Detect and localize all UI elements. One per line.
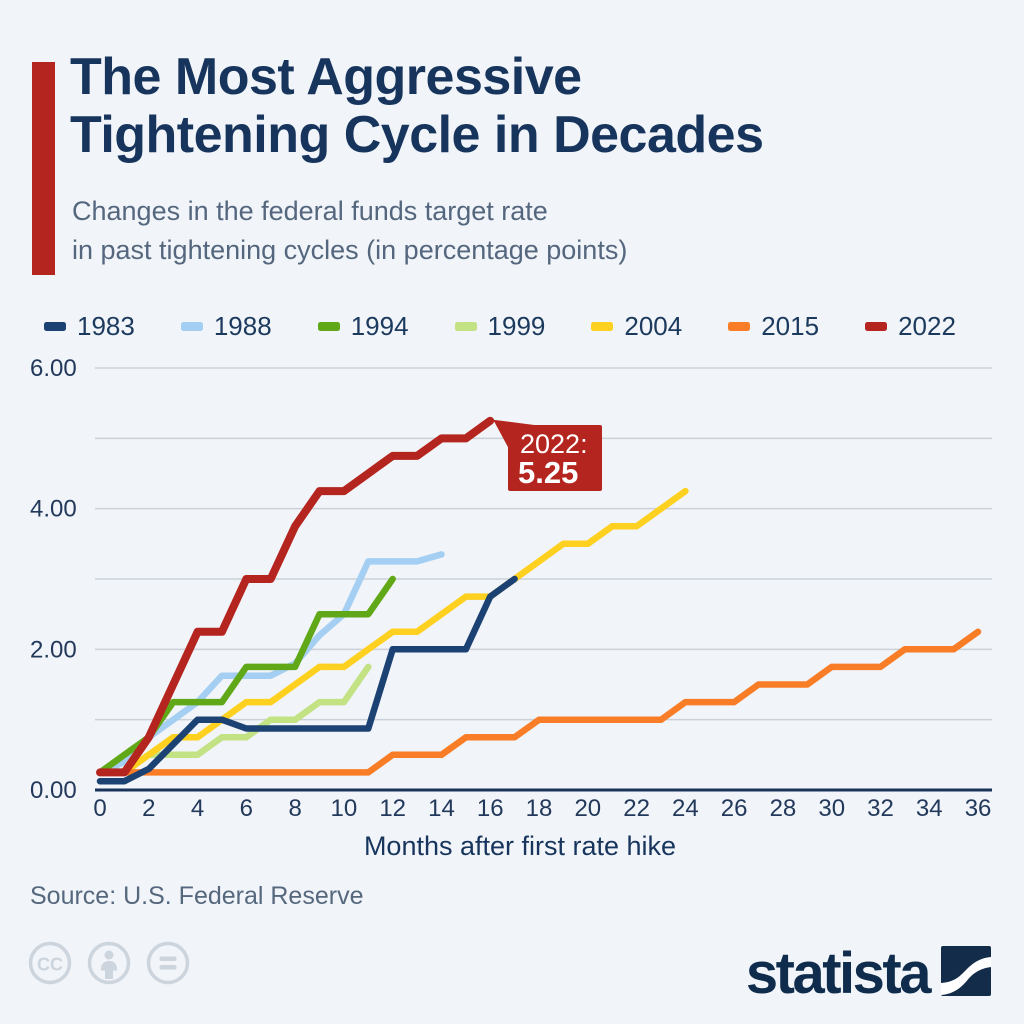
x-tick-label: 30 (818, 795, 845, 822)
cc-icon: CC (28, 941, 72, 985)
legend-item-1988: 1988 (180, 311, 272, 342)
legend-label: 2022 (898, 311, 956, 341)
legend-swatch-2004 (591, 322, 614, 331)
x-tick-label: 12 (379, 795, 406, 822)
x-tick-label: 2 (142, 795, 155, 822)
legend-label: 1988 (213, 311, 272, 341)
x-tick-label: 10 (331, 795, 358, 822)
attribution-person-icon (87, 941, 131, 985)
series-line-2015 (96, 628, 982, 776)
annotation-box (508, 425, 602, 491)
x-tick-label: 36 (965, 795, 992, 822)
x-tick-label: 32 (867, 795, 894, 822)
statista-logo-icon (941, 946, 991, 996)
page-subtitle: Changes in the federal funds target rate… (72, 196, 628, 265)
legend-item-1994: 1994 (317, 311, 409, 342)
annotation-label: 2022: (520, 429, 588, 459)
statista-branding: statista (745, 941, 991, 1006)
x-tick-label: 18 (526, 795, 553, 822)
x-tick-label: 26 (721, 795, 748, 822)
x-tick-label: 16 (477, 795, 504, 822)
x-tick-label: 22 (623, 795, 650, 822)
y-tick-label: 0.00 (30, 777, 77, 804)
series-line-2022 (96, 416, 495, 777)
x-tick-label: 4 (191, 795, 204, 822)
x-axis-title: Months after first rate hike (364, 831, 676, 861)
x-tick-label: 24 (672, 795, 699, 822)
series-line-1983 (96, 575, 518, 785)
x-tick-label: 28 (770, 795, 797, 822)
x-tick-label: 6 (240, 795, 253, 822)
legend-item-2022: 2022 (865, 311, 956, 342)
legend-swatch-2015 (728, 322, 751, 331)
legend-label: 1983 (77, 311, 135, 341)
statista-wordmark: statista (745, 941, 932, 1006)
equals-icon (146, 941, 190, 985)
y-tick-label: 2.00 (30, 636, 77, 663)
x-tick-label: 34 (916, 795, 943, 822)
legend-label: 1999 (487, 311, 546, 341)
legend-swatch-1999 (454, 322, 477, 331)
x-tick-label: 20 (574, 795, 601, 822)
legend-label: 1994 (350, 311, 409, 341)
legend-item-2004: 2004 (591, 311, 682, 342)
x-tick-label: 14 (428, 795, 455, 822)
series-line-1988 (96, 551, 445, 776)
legend-item-1983: 1983 (44, 311, 135, 342)
legend-swatch-1988 (180, 322, 203, 331)
legend-item-2015: 2015 (728, 311, 819, 342)
svg-text:CC: CC (37, 955, 63, 975)
x-tick-label: 0 (93, 795, 106, 822)
y-tick-label: 4.00 (30, 496, 77, 523)
page-title: The Most Aggressive Tightening Cycle in … (70, 48, 764, 164)
title-accent-bar (32, 62, 55, 275)
series-line-2004 (96, 487, 689, 776)
legend-swatch-1983 (44, 322, 66, 331)
chart-legend: 1983 1988 1994 1999 2004 2015 2022 (44, 311, 956, 342)
legend-item-1999: 1999 (454, 311, 546, 342)
y-tick-label: 6.00 (30, 355, 77, 382)
annotation-value: 5.25 (518, 455, 578, 490)
x-tick-label: 8 (288, 795, 301, 822)
legend-swatch-2022 (865, 322, 888, 331)
legend-swatch-1994 (317, 322, 340, 331)
source-note: Source: U.S. Federal Reserve (30, 882, 364, 910)
legend-label: 2015 (761, 311, 820, 341)
license-icons: CC (28, 941, 190, 985)
legend-label: 2004 (624, 311, 683, 341)
